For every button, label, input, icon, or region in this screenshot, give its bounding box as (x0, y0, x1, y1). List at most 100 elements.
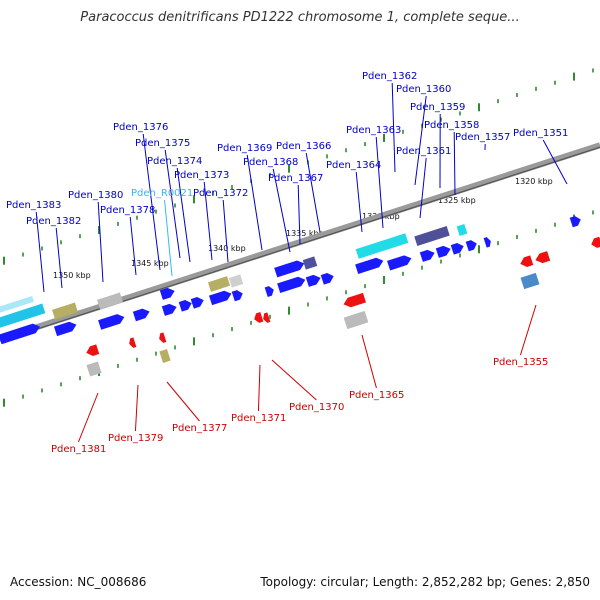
forward-gene-upper-body (569, 216, 581, 228)
forward-gene-lower-body (0, 323, 40, 345)
gene-label: Pden_1382 (26, 216, 81, 227)
leader-line (375, 136, 384, 229)
forward-gene-lower-body (190, 297, 204, 309)
gene-label: Pden_1369 (217, 143, 272, 154)
forward-gene-upper-body (414, 226, 450, 246)
forward-gene-upper-body (302, 256, 318, 270)
leader-line (542, 139, 568, 185)
scale-label: 1335 kbp (286, 229, 324, 238)
forward-gene-lower-body (355, 257, 384, 275)
leader-line (271, 359, 317, 401)
leader-line-layer (35, 82, 568, 443)
forward-gene-lower-body (450, 243, 464, 255)
forward-gene-lower (161, 303, 177, 316)
leader-line (391, 82, 396, 173)
reverse-gene (129, 337, 137, 348)
gene-label: Pden_1376 (113, 122, 168, 133)
gene-label: Pden_1365 (349, 390, 404, 401)
forward-gene-lower-body (320, 273, 334, 285)
gene-label: Pden_1373 (174, 170, 229, 181)
gene-label: Pden_1367 (268, 173, 323, 184)
gene-label: Pden_1381 (51, 444, 106, 455)
gene-label: Pden_1355 (493, 357, 548, 368)
forward-gene-upper (456, 224, 468, 236)
reverse-gene-body (535, 251, 551, 264)
forward-gene-lower-body (435, 245, 451, 258)
gene-label: Pden_1357 (455, 132, 510, 143)
forward-gene-upper-body (97, 292, 123, 310)
forward-gene-upper (159, 287, 175, 300)
leader-line (203, 181, 213, 261)
leader-line (164, 149, 181, 259)
forward-gene-lower (190, 297, 204, 309)
forward-gene-lower-body (465, 240, 477, 252)
forward-gene-lower (483, 237, 491, 248)
reverse-gene-body (591, 236, 600, 248)
forward-gene-upper-body (52, 302, 78, 320)
gene-label: Pden_1370 (289, 402, 344, 413)
forward-gene-lower (53, 321, 77, 337)
reverse-gene-body (520, 255, 534, 267)
forward-gene-lower (98, 314, 125, 330)
leader-line (166, 381, 200, 422)
forward-gene-upper (569, 216, 581, 228)
forward-gene-upper (355, 233, 409, 259)
leader-line (519, 304, 537, 356)
leader-line (305, 152, 321, 233)
reverse-gene-shaded (343, 310, 369, 330)
scale-label: 1350 kbp (53, 271, 91, 280)
forward-gene-lower-body (178, 300, 192, 312)
gene-label: Pden_1362 (362, 71, 417, 82)
gene-label: Pden_1371 (231, 413, 286, 424)
forward-gene-upper (52, 302, 78, 320)
forward-gene-lower-body (53, 321, 77, 337)
forward-gene-lower (465, 240, 477, 252)
leader-line (361, 334, 377, 389)
reverse-gene (520, 255, 534, 267)
scale-label: 1325 kbp (438, 196, 476, 205)
forward-gene-lower-body (132, 308, 150, 322)
forward-gene-lower (277, 276, 306, 294)
gene-label: Pden_1380 (68, 190, 123, 201)
forward-gene-upper-body (207, 276, 231, 292)
gene-label: Pden_1378 (100, 205, 155, 216)
gene-label-layer: Pden_1362Pden_1360Pden_1359Pden_1358Pden… (6, 71, 568, 455)
reverse-gene-shaded (520, 272, 540, 290)
leader-line (222, 199, 229, 263)
forward-gene-upper (228, 274, 244, 288)
leader-line (164, 199, 173, 277)
forward-gene-lower (178, 300, 192, 312)
leader-line (77, 392, 99, 443)
leader-line (129, 216, 137, 276)
accession-label: Accession: NC_008686 (10, 575, 147, 589)
leader-line (35, 211, 45, 293)
forward-gene-lower-body (483, 237, 491, 248)
forward-gene-lower (419, 249, 435, 262)
forward-gene-upper (97, 292, 123, 310)
reverse-gene-body (129, 337, 137, 348)
map-title: Paracoccus denitrificans PD1222 chromoso… (80, 10, 520, 25)
forward-gene-lower (435, 245, 451, 258)
forward-gene-upper-body (456, 224, 468, 236)
leader-line (97, 201, 104, 283)
forward-gene-lower (355, 257, 384, 275)
forward-gene-lower (231, 290, 243, 302)
leader-line (176, 167, 191, 263)
forward-gene-lower (450, 243, 464, 255)
forward-gene-upper-body (274, 260, 305, 278)
leader-line (142, 133, 161, 271)
gene-label: Pden_1377 (172, 423, 227, 434)
forward-gene-lower-body (277, 276, 306, 294)
reverse-gene-shaded-body (159, 349, 171, 363)
gene-label: Pden_1372 (193, 188, 248, 199)
leader-line (297, 184, 301, 245)
reverse-gene-shaded (86, 361, 102, 377)
forward-gene-upper (0, 295, 34, 315)
gene-label: Pden_1361 (396, 146, 451, 157)
scale-label: 1320 kbp (515, 177, 553, 186)
gene-label: Pden_1379 (108, 433, 163, 444)
gene-label: Pden_1366 (276, 141, 331, 152)
reverse-gene (254, 312, 264, 323)
reverse-gene-shaded-body (520, 272, 540, 290)
